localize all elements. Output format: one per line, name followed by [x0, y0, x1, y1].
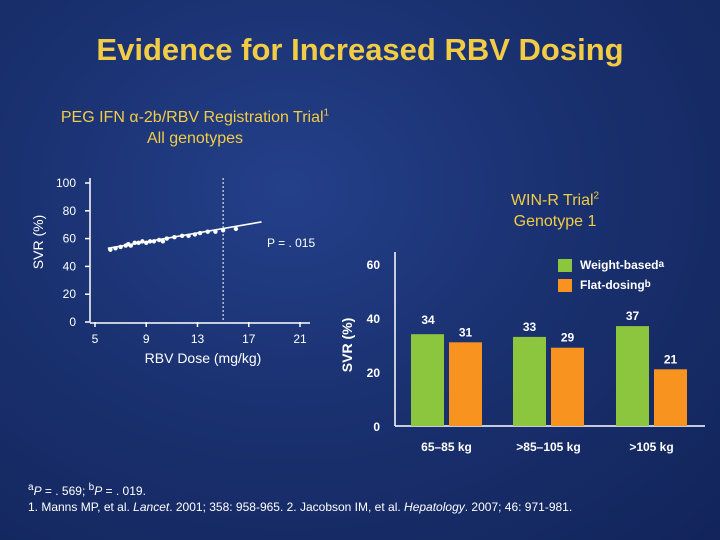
scatter-x-tick-label: 9: [143, 332, 150, 346]
scatter-point: [147, 239, 153, 244]
scatter-y-tick-label: 0: [69, 315, 76, 329]
scatter-point: [197, 230, 203, 236]
scatter-x-tick-label: 21: [293, 332, 307, 346]
footnote-a-p: P: [33, 484, 42, 498]
scatter-point: [128, 243, 134, 248]
bar-value-label: 33: [523, 320, 537, 334]
bar-y-tick-label: 60: [367, 258, 381, 272]
bar: [616, 326, 649, 426]
scatter-point: [205, 229, 210, 234]
ref-part-2: . 2001; 358: 958-965. 2. Jacobson IM, et…: [169, 500, 405, 514]
scatter-x-tick-label: 13: [191, 332, 205, 346]
scatter-y-tick-label: 40: [63, 259, 77, 273]
scatter-point: [172, 235, 177, 240]
bar-y-axis-label: SVR (%): [339, 318, 355, 372]
legend: Weight-based a Flat-dosing b: [558, 255, 664, 295]
left-chart-title-line2: All genotypes: [146, 130, 244, 147]
scatter-point: [192, 232, 198, 237]
left-chart-title-part-a: PEG IFN: [60, 109, 130, 126]
bar-y-tick-label: 0: [373, 420, 380, 434]
scatter-y-tick-label: 100: [56, 176, 76, 190]
scatter-point: [113, 246, 118, 251]
left-chart-title-ref: 1: [323, 107, 330, 119]
scatter-point: [118, 244, 123, 250]
scatter-y-tick-label: 80: [63, 204, 77, 218]
scatter-y-axis-label: SVR (%): [30, 215, 46, 269]
scatter-point: [151, 239, 157, 244]
footnote-references: 1. Manns MP, et al. Lancet. 2001; 358: 9…: [28, 499, 572, 515]
scatter-point: [213, 229, 218, 234]
bar-y-tick-label: 20: [367, 366, 381, 380]
footnote-a-value: = . 569;: [41, 484, 89, 498]
scatter-point: [136, 240, 141, 245]
legend-swatch-weight-based: [558, 258, 572, 272]
legend-label-flat-dosing: Flat-dosing: [580, 278, 645, 292]
scatter-x-tick-label: 17: [242, 332, 256, 346]
legend-item-weight-based: Weight-based a: [558, 255, 664, 275]
ref-part-3: . 2007; 46: 971-981.: [464, 500, 573, 514]
scatter-p-value-annotation: P = . 015: [267, 236, 315, 250]
right-chart-title-ref: 2: [593, 190, 600, 202]
footnote-b-marker: b: [88, 482, 95, 493]
footnote: aP = . 569; bP = . 019. 1. Manns MP, et …: [28, 483, 572, 515]
bar: [513, 336, 546, 426]
right-chart-title-line1: WIN-R Trial: [510, 192, 594, 209]
bar-value-label: 21: [664, 352, 678, 366]
bar: [449, 342, 482, 426]
left-chart-title: PEG IFN α-2b/RBV Registration Trial1 All…: [20, 107, 370, 149]
alpha-symbol: α: [129, 109, 139, 126]
footnote-b-p: P: [94, 484, 103, 498]
scatter-point: [186, 233, 191, 239]
bar: [654, 369, 687, 426]
footnote-b-value: = . 019.: [102, 484, 146, 498]
footnote-a-marker: a: [28, 482, 34, 493]
ref-journal-hepatology: Hepatology: [404, 500, 465, 514]
legend-swatch-flat-dosing: [558, 278, 572, 292]
footnote-p-values: aP = . 569; bP = . 019.: [28, 483, 572, 499]
scatter-point: [179, 233, 185, 239]
ref-journal-lancet: Lancet: [133, 500, 170, 514]
scatter-y-tick-label: 60: [63, 232, 77, 246]
legend-label-weight-based: Weight-based: [580, 258, 659, 272]
slide-title: Evidence for Increased RBV Dosing: [96, 32, 624, 67]
scatter-point: [160, 239, 166, 244]
bar: [551, 347, 584, 426]
scatter-point: [220, 228, 226, 233]
scatter-x-tick-label: 5: [92, 332, 99, 346]
bar-value-label: 31: [459, 325, 473, 339]
ref-part-1: 1. Manns MP, et al.: [28, 500, 134, 514]
bar-category-label: >105 kg: [629, 440, 673, 454]
scatter-y-tick-label: 20: [63, 287, 77, 301]
left-chart-title-part-b: -2b/RBV Registration Trial: [138, 109, 324, 126]
bar-value-label: 34: [421, 313, 435, 327]
scatter-point: [164, 236, 169, 241]
scatter-point: [144, 240, 149, 245]
scatter-point: [140, 239, 145, 244]
bar-y-tick-label: 40: [367, 312, 381, 326]
bar-category-label: 65–85 kg: [421, 440, 472, 454]
scatter-point: [156, 237, 162, 243]
scatter-point: [132, 240, 137, 245]
bar-value-label: 29: [561, 331, 575, 345]
scatter-point: [233, 226, 239, 232]
scatter-x-axis-label: RBV Dose (mg/kg): [145, 350, 262, 366]
right-chart-title-line2: Genotype 1: [513, 213, 597, 230]
bar-category-label: >85–105 kg: [516, 440, 580, 454]
right-chart-title: WIN-R Trial2 Genotype 1: [455, 190, 655, 232]
bar: [411, 334, 444, 426]
bar-value-label: 37: [626, 309, 640, 323]
scatter-point: [108, 247, 113, 252]
legend-item-flat-dosing: Flat-dosing b: [558, 275, 664, 295]
